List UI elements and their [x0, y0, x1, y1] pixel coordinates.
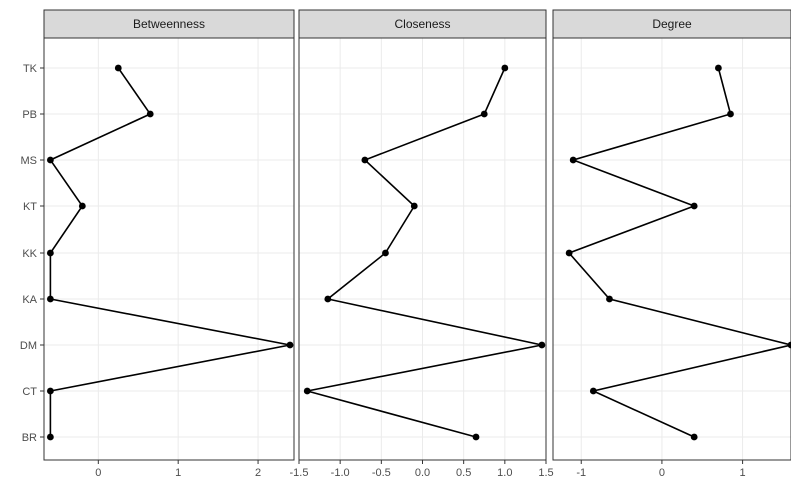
data-point-ct [46, 387, 54, 395]
data-point-dm [538, 341, 546, 349]
panel-border [43, 37, 295, 461]
y-tick-label: KT [23, 201, 37, 213]
x-tick-label: 1 [740, 467, 746, 479]
data-point-ct [303, 387, 311, 395]
data-point-kk [382, 249, 389, 257]
x-tick-label: 0 [95, 467, 101, 479]
strip-header [43, 9, 295, 39]
x-tick-label: 2 [255, 467, 261, 479]
x-tick-label: 0.0 [415, 467, 430, 479]
data-point-br [472, 433, 480, 441]
data-point-br [46, 433, 54, 441]
data-point-ct [589, 387, 597, 395]
data-point-kt [410, 202, 418, 210]
strip-title: Degree [652, 17, 692, 31]
data-point-ms [569, 156, 577, 164]
data-point-ka [324, 295, 332, 303]
data-point-br [690, 433, 698, 441]
data-point-kk [46, 249, 54, 257]
data-point-pb [146, 110, 154, 118]
x-tick-label: 1.0 [497, 467, 512, 479]
strip-title: Betweenness [133, 17, 205, 31]
y-tick-label: KK [22, 248, 37, 260]
x-tick-label: 0.5 [456, 467, 471, 479]
panel-degree: Degree -1 0 1 [552, 9, 791, 479]
y-axis: TK PB MS KT KK KA DM CT BR [20, 63, 44, 444]
strip-header [552, 9, 791, 39]
panel-betweenness: Betweenness 0 1 2 [43, 9, 295, 479]
panel-closeness: Closeness -1.5 -1.0 -0.5 0.0 0.5 1.0 1.5 [290, 9, 554, 479]
data-point-ka [46, 295, 54, 303]
strip-title: Closeness [394, 17, 450, 31]
y-tick-label: DM [20, 340, 37, 352]
data-point-dm [286, 341, 294, 349]
y-tick-label: BR [22, 432, 37, 444]
y-tick-label: KA [22, 294, 37, 306]
data-point-kk [565, 249, 573, 257]
data-point-kt [690, 202, 698, 210]
data-point-kt [78, 202, 86, 210]
x-tick-label: -0.5 [372, 467, 391, 479]
x-tick-label: -1.5 [290, 467, 309, 479]
x-tick-label: -1.0 [331, 467, 350, 479]
data-point-ms [361, 156, 369, 164]
data-point-ka [606, 295, 613, 303]
y-tick-label: CT [22, 386, 37, 398]
y-tick-label: TK [23, 63, 38, 75]
x-tick-label: 0 [659, 467, 665, 479]
y-tick-label: PB [22, 109, 37, 121]
x-tick-label: 1 [175, 467, 181, 479]
y-tick-label: MS [21, 155, 38, 167]
data-point-tk [714, 64, 722, 72]
data-point-tk [114, 64, 122, 72]
x-tick-label: 1.5 [538, 467, 553, 479]
data-point-tk [501, 64, 509, 72]
panel-border [552, 37, 791, 461]
data-point-pb [727, 110, 734, 118]
data-point-dm [787, 341, 791, 349]
data-point-ms [46, 156, 54, 164]
data-point-pb [480, 110, 488, 118]
x-tick-label: -1 [576, 467, 586, 479]
